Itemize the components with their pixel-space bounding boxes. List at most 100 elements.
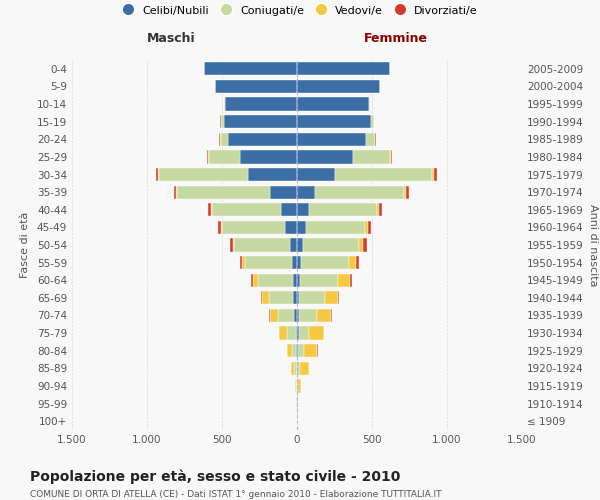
- Bar: [156, 168, 158, 181]
- Bar: [207, 150, 208, 164]
- Bar: [317, 309, 331, 322]
- Bar: [379, 203, 382, 216]
- Bar: [211, 203, 212, 216]
- Bar: [298, 380, 301, 392]
- Bar: [209, 150, 240, 164]
- Bar: [306, 221, 365, 234]
- Bar: [224, 98, 225, 110]
- Bar: [300, 274, 337, 287]
- Y-axis label: Anni di nascita: Anni di nascita: [587, 204, 598, 286]
- Bar: [297, 132, 366, 146]
- Bar: [176, 186, 177, 198]
- Bar: [295, 362, 296, 375]
- Bar: [377, 203, 379, 216]
- Bar: [335, 168, 432, 181]
- Bar: [294, 309, 297, 322]
- Bar: [432, 168, 433, 181]
- Bar: [297, 238, 303, 252]
- Bar: [297, 150, 353, 164]
- Y-axis label: Fasce di età: Fasce di età: [20, 212, 30, 278]
- Bar: [285, 221, 297, 234]
- Bar: [391, 150, 392, 164]
- Bar: [270, 309, 277, 322]
- Bar: [218, 221, 221, 234]
- Bar: [299, 326, 309, 340]
- Bar: [277, 309, 294, 322]
- Text: Maschi: Maschi: [146, 32, 196, 45]
- Bar: [261, 291, 262, 304]
- Bar: [262, 291, 269, 304]
- Bar: [349, 274, 352, 287]
- Bar: [296, 326, 297, 340]
- Bar: [248, 168, 297, 181]
- Bar: [297, 326, 299, 340]
- Bar: [290, 238, 297, 252]
- Bar: [297, 168, 335, 181]
- Bar: [240, 256, 242, 269]
- Bar: [371, 115, 373, 128]
- Bar: [304, 344, 317, 358]
- Bar: [245, 256, 292, 269]
- Bar: [297, 62, 390, 76]
- Bar: [292, 362, 295, 375]
- Legend: Celibi/Nubili, Coniugati/e, Vedovi/e, Divorziati/e: Celibi/Nubili, Coniugati/e, Vedovi/e, Di…: [118, 0, 482, 20]
- Bar: [303, 238, 359, 252]
- Bar: [315, 186, 404, 198]
- Bar: [349, 256, 356, 269]
- Bar: [298, 362, 301, 375]
- Bar: [234, 238, 290, 252]
- Bar: [295, 380, 296, 392]
- Bar: [221, 115, 223, 128]
- Bar: [269, 291, 293, 304]
- Bar: [404, 186, 406, 198]
- Bar: [221, 132, 228, 146]
- Bar: [363, 238, 367, 252]
- Bar: [293, 274, 297, 287]
- Text: Femmine: Femmine: [364, 32, 428, 45]
- Bar: [369, 98, 370, 110]
- Bar: [297, 115, 371, 128]
- Bar: [390, 150, 391, 164]
- Bar: [269, 309, 270, 322]
- Bar: [297, 80, 380, 93]
- Bar: [433, 168, 437, 181]
- Bar: [297, 291, 299, 304]
- Bar: [366, 132, 375, 146]
- Bar: [338, 291, 339, 304]
- Bar: [297, 344, 298, 358]
- Bar: [406, 186, 409, 198]
- Bar: [229, 238, 233, 252]
- Bar: [292, 256, 297, 269]
- Bar: [258, 274, 293, 287]
- Bar: [158, 168, 159, 181]
- Bar: [299, 291, 325, 304]
- Bar: [204, 62, 297, 76]
- Bar: [353, 150, 390, 164]
- Bar: [208, 203, 211, 216]
- Bar: [281, 203, 297, 216]
- Bar: [356, 256, 359, 269]
- Bar: [287, 344, 292, 358]
- Bar: [299, 309, 317, 322]
- Bar: [297, 186, 315, 198]
- Bar: [301, 256, 349, 269]
- Bar: [325, 291, 338, 304]
- Text: Popolazione per età, sesso e stato civile - 2010: Popolazione per età, sesso e stato civil…: [30, 470, 400, 484]
- Bar: [223, 115, 297, 128]
- Bar: [228, 132, 297, 146]
- Bar: [337, 274, 349, 287]
- Bar: [297, 274, 300, 287]
- Bar: [225, 98, 297, 110]
- Bar: [208, 150, 209, 164]
- Bar: [297, 203, 309, 216]
- Bar: [297, 309, 299, 322]
- Bar: [233, 238, 234, 252]
- Bar: [222, 221, 285, 234]
- Bar: [270, 186, 297, 198]
- Bar: [253, 274, 258, 287]
- Bar: [293, 291, 297, 304]
- Bar: [301, 362, 310, 375]
- Bar: [159, 168, 248, 181]
- Bar: [215, 80, 297, 93]
- Bar: [177, 186, 270, 198]
